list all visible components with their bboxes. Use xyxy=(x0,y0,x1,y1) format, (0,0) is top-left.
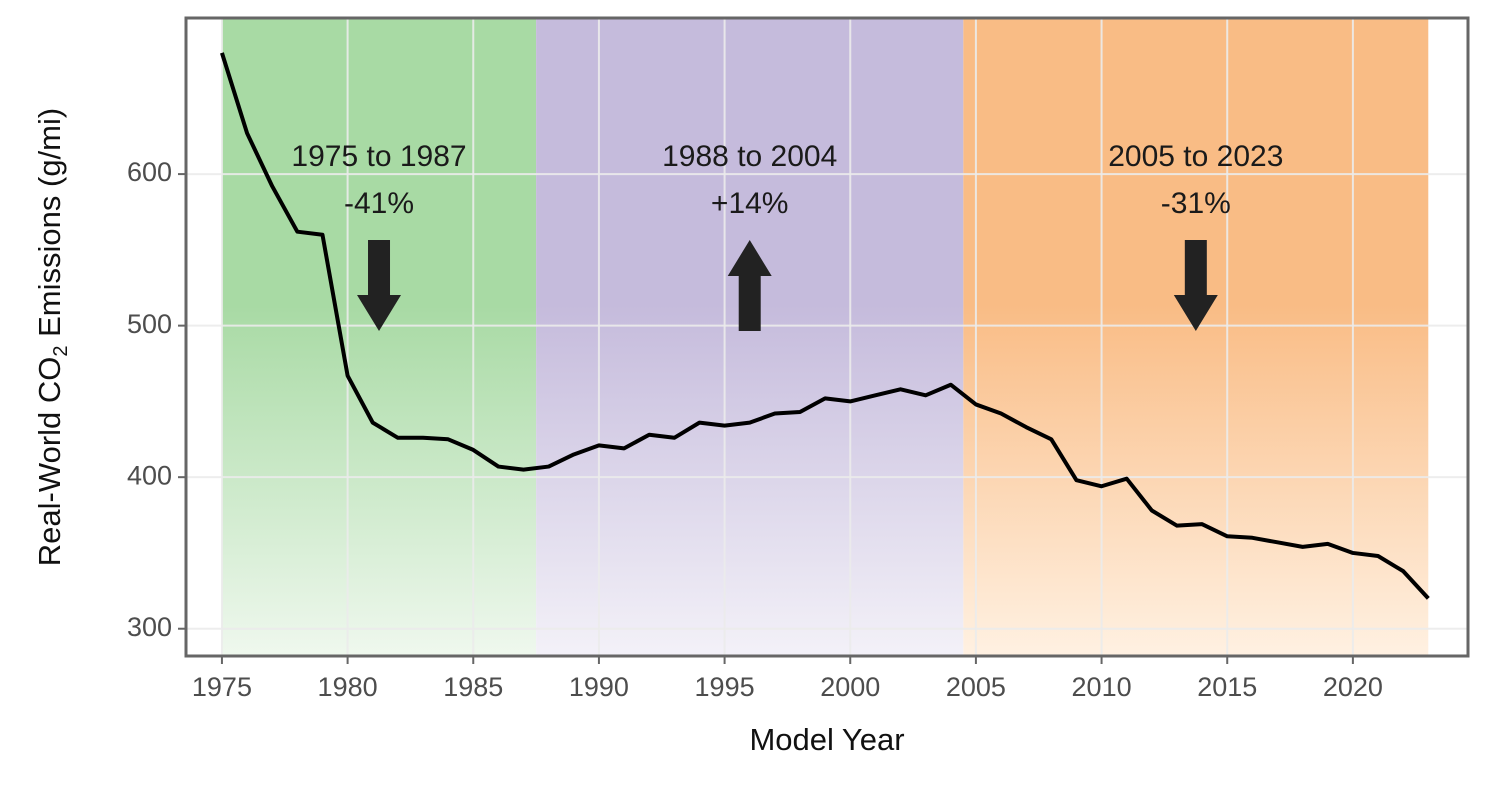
y-tick-label: 300 xyxy=(127,612,172,642)
x-tick-label: 1995 xyxy=(695,672,755,702)
x-tick-label: 1980 xyxy=(318,672,378,702)
emissions-line xyxy=(220,52,1430,600)
trend-arrow xyxy=(1173,240,1218,331)
y-tick-label: 500 xyxy=(127,309,172,339)
period-change: -31% xyxy=(1161,187,1231,220)
y-axis-label: Real-World CO2 Emissions (g/mi) xyxy=(32,108,72,566)
y-label-part: Emissions (g/mi) xyxy=(32,108,67,346)
x-tick-label: 2020 xyxy=(1323,672,1383,702)
x-tick-label: 2005 xyxy=(946,672,1006,702)
y-label-sub: 2 xyxy=(50,345,72,356)
trend-arrow xyxy=(727,240,772,331)
y-label-part: Real-World CO xyxy=(32,357,67,567)
x-axis-label: Model Year xyxy=(749,722,904,757)
x-tick-label: 1975 xyxy=(192,672,252,702)
period-band xyxy=(963,18,1429,656)
x-tick-label: 2000 xyxy=(820,672,880,702)
period-band xyxy=(221,18,537,656)
x-tick-label: 2015 xyxy=(1197,672,1257,702)
x-tick-label: 1990 xyxy=(569,672,629,702)
trend-arrow xyxy=(357,240,402,331)
period-change: +14% xyxy=(711,187,789,220)
plot-frame xyxy=(184,16,1470,658)
y-tick-label: 600 xyxy=(127,157,172,187)
period-label: 1988 to 2004 xyxy=(662,140,837,173)
x-tick-label: 1985 xyxy=(443,672,503,702)
x-tick-label: 2010 xyxy=(1072,672,1132,702)
y-tick-label: 400 xyxy=(127,460,172,490)
period-change: -41% xyxy=(344,187,414,220)
period-label: 2005 to 2023 xyxy=(1108,140,1283,173)
period-band xyxy=(536,18,964,656)
period-label: 1975 to 1987 xyxy=(291,140,466,173)
